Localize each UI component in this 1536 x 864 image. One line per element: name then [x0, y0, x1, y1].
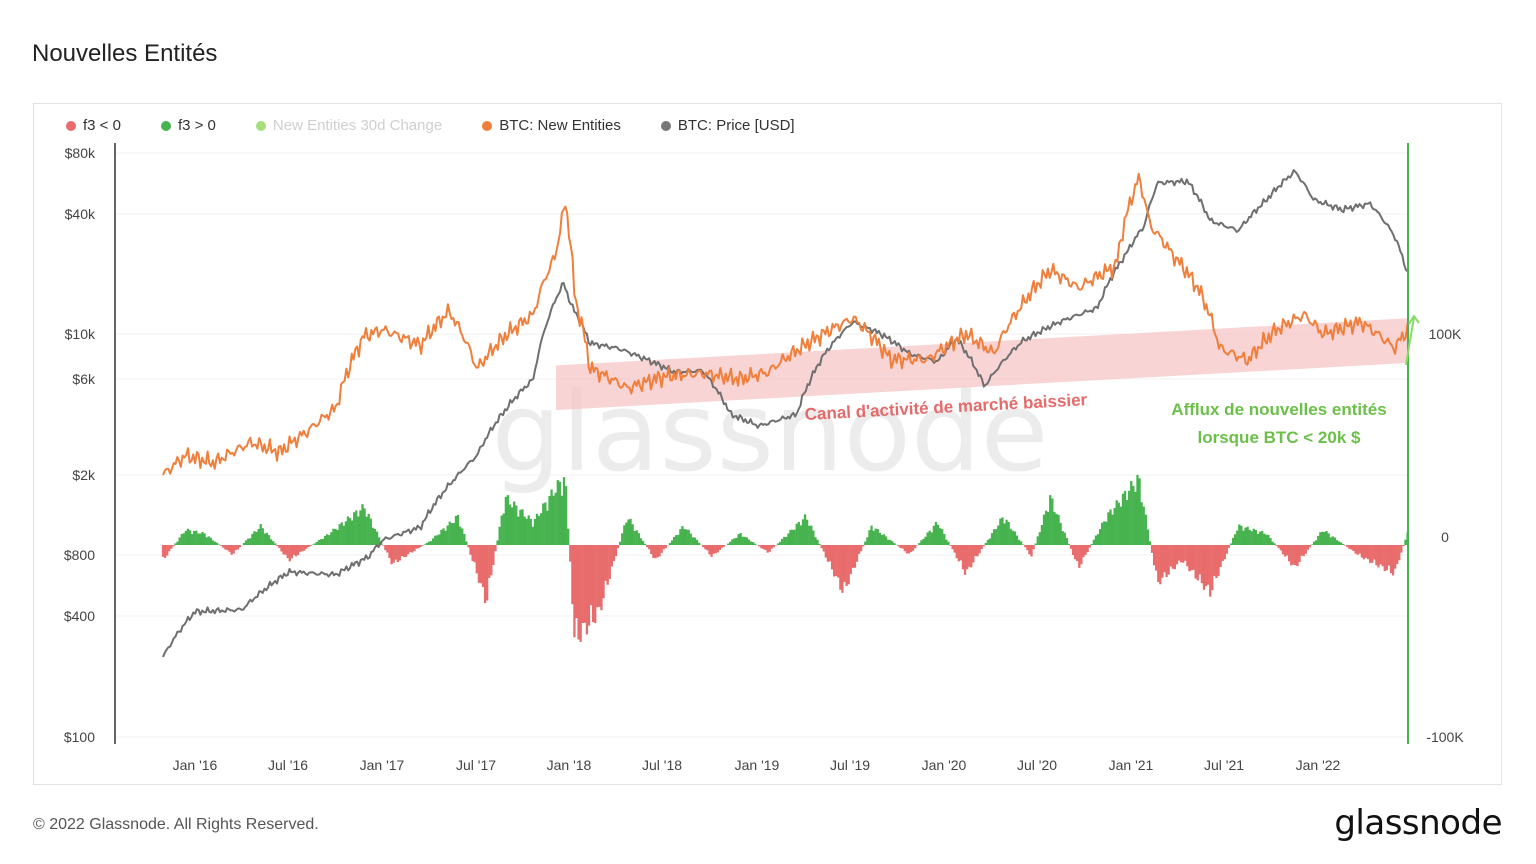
glassnode-logo: glassnode [1334, 803, 1502, 843]
copyright-text: © 2022 Glassnode. All Rights Reserved. [33, 816, 319, 833]
legend-label: f3 < 0 [83, 117, 121, 134]
y-left-tick-4: $2k [72, 467, 96, 483]
legend-item-3[interactable]: BTC: New Entities [482, 117, 621, 134]
legend-dot-icon [160, 120, 171, 131]
series-lines [162, 169, 1409, 658]
x-tick-8: Jan '20 [922, 757, 967, 773]
legend-label: BTC: New Entities [499, 117, 621, 134]
x-tick-4: Jan '18 [547, 757, 592, 773]
x-tick-1: Jul '16 [268, 757, 308, 773]
legend-item-1[interactable]: f3 > 0 [160, 117, 216, 134]
legend-label: f3 > 0 [177, 117, 216, 134]
x-tick-9: Jul '20 [1017, 757, 1057, 773]
new-entities-line [162, 172, 1409, 476]
chart-card [33, 103, 1502, 785]
y-left-tick-6: $400 [64, 608, 95, 624]
channel-band [556, 318, 1408, 411]
x-tick-3: Jul '17 [456, 757, 496, 773]
y-right-tick-1: 0 [1441, 529, 1449, 545]
x-tick-7: Jul '19 [830, 757, 870, 773]
y-left-tick-1: $40k [65, 206, 96, 222]
y-left-tick-2: $10k [65, 326, 96, 342]
x-tick-6: Jan '19 [735, 757, 780, 773]
x-tick-5: Jul '18 [642, 757, 682, 773]
legend-item-2[interactable]: New Entities 30d Change [255, 117, 443, 134]
y-left-tick-7: $100 [64, 729, 95, 745]
change-bars [161, 474, 1409, 642]
legend-dot-icon [660, 120, 671, 131]
price-line [162, 169, 1409, 658]
legend-dot-icon [482, 120, 493, 131]
y-right-tick-2: -100K [1426, 729, 1464, 745]
channel-polygon [556, 318, 1408, 411]
legend-dot-icon [255, 120, 266, 131]
page-title: Nouvelles Entités [32, 40, 218, 67]
y-left-tick-3: $6k [72, 371, 96, 387]
legend-item-4[interactable]: BTC: Price [USD] [660, 117, 795, 134]
x-tick-0: Jan '16 [173, 757, 218, 773]
tick-labels: $80k $40k $10k $6k $2k $800 $400 $100 100K 0 -100K… [64, 145, 1464, 773]
legend-label: New Entities 30d Change [272, 117, 443, 134]
x-tick-11: Jul '21 [1204, 757, 1244, 773]
inflow-annotation-line1: Afflux de nouvelles entités [1171, 400, 1386, 419]
y-left-tick-0: $80k [65, 145, 96, 161]
legend-item-0[interactable]: f3 < 0 [66, 117, 121, 134]
x-tick-2: Jan '17 [360, 757, 405, 773]
inflow-arrow-icon [1405, 314, 1420, 366]
y-right-tick-0: 100K [1429, 326, 1462, 342]
y-left-tick-5: $800 [64, 547, 95, 563]
x-tick-12: Jan '22 [1296, 757, 1341, 773]
inflow-annotation-line2: lorsque BTC < 20k $ [1198, 428, 1362, 447]
x-tick-10: Jan '21 [1109, 757, 1154, 773]
legend-dot-icon [66, 120, 76, 131]
axes [114, 143, 1409, 744]
chart-legend: f3 < 0 f3 > 0 New Entities 30d Change BTC: … [66, 117, 835, 134]
legend-label: BTC: Price [USD] [677, 117, 795, 134]
